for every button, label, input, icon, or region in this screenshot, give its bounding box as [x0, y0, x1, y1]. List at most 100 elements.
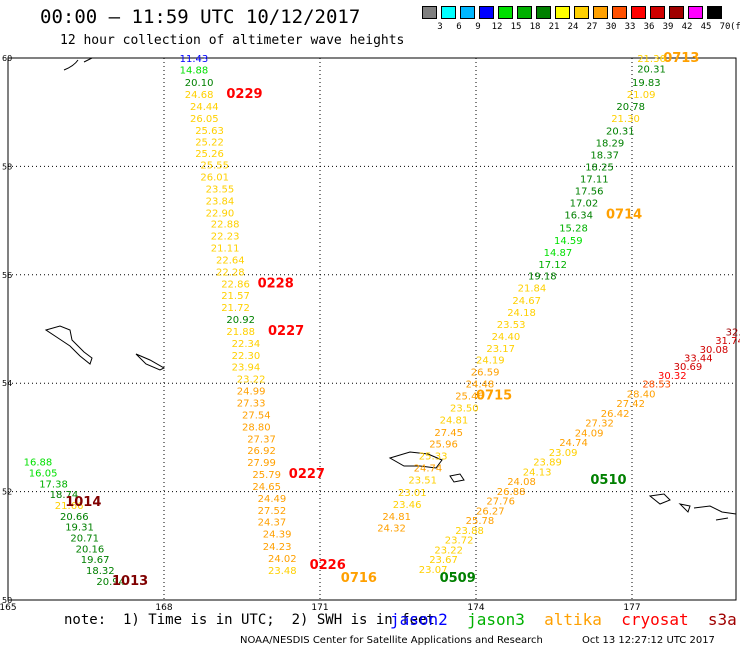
scale-label: 33	[624, 22, 636, 32]
latitude-tick-label: 54	[2, 379, 12, 388]
swh-reading: 24.19	[476, 356, 505, 367]
scale-label: 27	[586, 22, 598, 32]
page-subtitle: 12 hour collection of altimeter wave hei…	[60, 33, 405, 48]
swh-reading: 23.22	[237, 375, 266, 386]
swh-reading: 18.32	[86, 566, 115, 577]
swh-reading: 23.22	[434, 545, 463, 556]
scale-label: 42	[681, 22, 693, 32]
swh-reading: 28.53	[642, 380, 671, 391]
satellite-legend-item: altika	[544, 610, 622, 629]
swh-reading: 24.32	[377, 524, 406, 535]
timestamp-text: Oct 13 12:27:12 UTC 2017	[582, 635, 715, 646]
swh-reading: 14.59	[554, 236, 583, 247]
swh-reading: 24.08	[507, 477, 536, 488]
satellite-legend-item: cryosat	[621, 610, 708, 629]
pass-time-label: 1014	[65, 495, 101, 510]
pass-time-label: 0713	[663, 51, 699, 66]
swh-reading: 25.33	[419, 452, 448, 463]
swh-reading: 20.16	[76, 544, 105, 555]
scale-swatch	[555, 6, 570, 19]
swh-reading: 23.09	[549, 448, 578, 459]
swh-reading: 24.39	[263, 530, 292, 541]
swh-reading: 26.42	[601, 409, 630, 420]
satellite-legend: jason2 jason3 altika cryosat s3a	[390, 610, 737, 629]
coastline-island	[44, 325, 93, 365]
scale-swatch	[688, 6, 703, 19]
latitude-tick-label: 50	[2, 596, 12, 605]
swh-reading: 33.44	[684, 354, 713, 365]
swh-reading: 23.07	[419, 565, 448, 576]
pass-time-label: 21.36	[637, 54, 666, 65]
swh-reading: 20.71	[70, 533, 99, 544]
axis-tick-labels: 165 168 171 174 177 60 58 56 54 52 50	[0, 54, 641, 613]
map-frame	[7, 57, 737, 601]
wave-height-readings: 11.4314.8820.1024.6824.4426.0525.6325.22…	[24, 54, 740, 588]
swh-reading: 27.54	[242, 410, 271, 421]
scale-label: 12	[491, 22, 503, 32]
swh-reading: 24.49	[258, 494, 287, 505]
swh-reading: 17.56	[575, 187, 604, 198]
swh-reading: 23.48	[268, 566, 297, 577]
swh-reading: 25.26	[195, 149, 224, 160]
swh-reading: 17.12	[538, 260, 567, 271]
swh-reading: 24.40	[492, 332, 521, 343]
swh-reading: 18.25	[585, 163, 614, 174]
scale-swatch	[517, 6, 532, 19]
coastline-island	[449, 473, 465, 483]
swh-reading: 24.99	[237, 387, 266, 398]
swh-reading: 11.43	[180, 54, 209, 65]
pass-time-label: 0716	[341, 571, 377, 586]
swh-reading: 21.30	[611, 114, 640, 125]
swh-reading: 24.44	[190, 102, 219, 113]
swh-reading: 22.28	[216, 267, 245, 278]
swh-reading: 16.88	[24, 458, 53, 469]
swh-reading: 24.65	[252, 482, 281, 493]
swh-reading: 24.74	[414, 464, 443, 475]
swh-reading: 30.69	[674, 362, 703, 373]
swh-reading: 22.88	[211, 220, 240, 231]
coastline-island	[388, 451, 443, 469]
swh-reading: 25.78	[466, 516, 495, 527]
pass-time-label: 0509	[440, 571, 476, 586]
swh-reading: 27.33	[237, 399, 266, 410]
swh-reading: 17.02	[570, 199, 599, 210]
swh-reading: 24.81	[382, 512, 411, 523]
latitude-tick-label: 58	[2, 162, 12, 171]
swh-reading: 19.31	[65, 523, 94, 534]
scale-label: 36	[643, 22, 655, 32]
swh-reading: 32.75	[726, 328, 740, 339]
swh-reading: 22.86	[221, 279, 250, 290]
scale-swatch	[460, 6, 475, 19]
scale-label: 18	[529, 22, 541, 32]
swh-reading: 25.22	[195, 137, 224, 148]
scale-label: 39	[662, 22, 674, 32]
swh-reading: 22.30	[232, 351, 261, 362]
coastline-island	[648, 493, 671, 505]
swh-reading: 21.84	[518, 284, 547, 295]
swh-reading: 21.88	[226, 327, 255, 338]
swh-reading: 23.88	[455, 526, 484, 537]
scale-label: 30	[605, 22, 617, 32]
coastlines	[44, 57, 737, 521]
coastline-island	[678, 503, 691, 513]
scale-swatch	[441, 6, 456, 19]
swh-reading: 26.88	[497, 487, 526, 498]
swh-reading: 26.05	[190, 114, 219, 125]
scale-swatch	[612, 6, 627, 19]
swh-reading: 24.48	[466, 380, 495, 391]
scale-label: 24	[567, 22, 579, 32]
scale-swatch	[574, 6, 589, 19]
swh-reading: 30.32	[658, 371, 687, 382]
swh-reading: 25.55	[200, 161, 229, 172]
swh-reading: 21.66	[55, 501, 84, 512]
swh-reading: 24.68	[185, 90, 214, 101]
swh-reading: 20.31	[637, 65, 666, 76]
footer-note: note: 1) Time is in UTC; 2) SWH is in fe…	[64, 612, 435, 628]
page-title: 00:00 – 11:59 UTC 10/12/2017	[40, 6, 361, 28]
pass-time-label: 0227	[268, 324, 304, 339]
swh-reading: 23.94	[232, 363, 261, 374]
longitude-tick-label: 171	[311, 603, 328, 613]
scale-swatch	[422, 6, 437, 19]
